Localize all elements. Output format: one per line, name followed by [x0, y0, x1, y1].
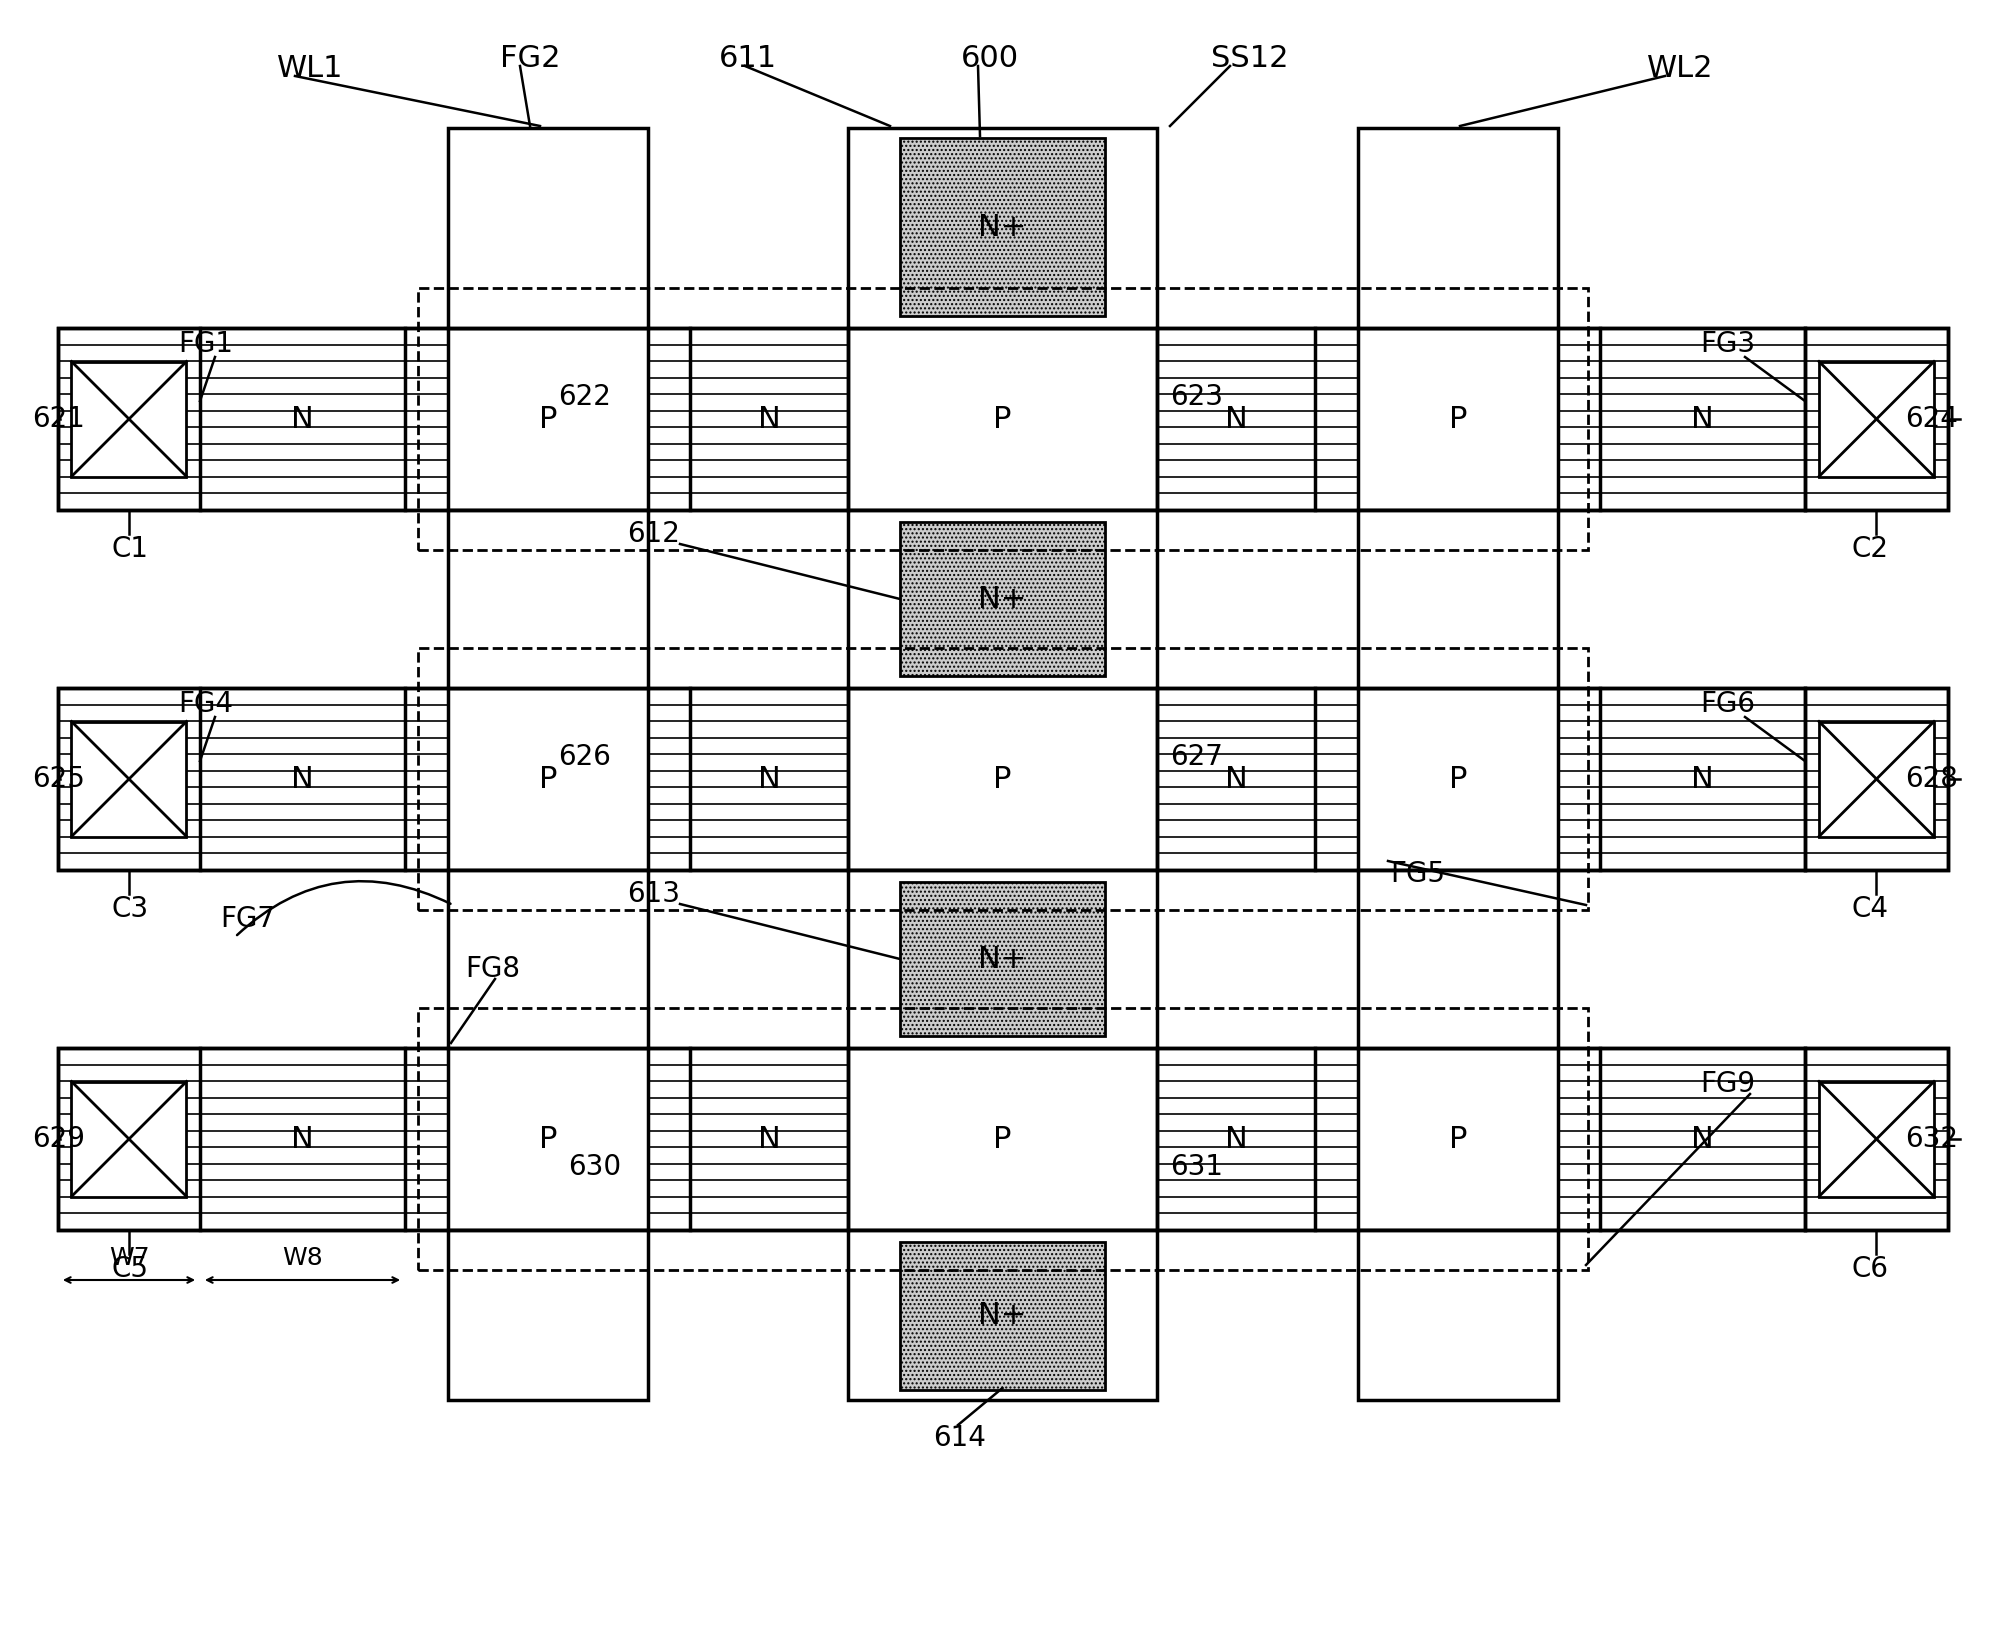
- Text: N+: N+: [978, 944, 1026, 974]
- Bar: [900, 522, 1104, 676]
- Text: W8: W8: [283, 1246, 323, 1271]
- Bar: [72, 361, 186, 476]
- Bar: [58, 328, 1948, 509]
- Text: N: N: [1691, 765, 1713, 793]
- Text: 629: 629: [32, 1126, 84, 1154]
- Bar: [419, 288, 1587, 550]
- Text: 622: 622: [557, 382, 611, 410]
- Bar: [449, 870, 647, 1048]
- Text: C1: C1: [112, 536, 148, 564]
- Text: N: N: [291, 1124, 315, 1154]
- Text: WL1: WL1: [277, 53, 343, 82]
- Text: 628: 628: [1906, 765, 1958, 793]
- Bar: [419, 1009, 1587, 1271]
- Bar: [58, 687, 1948, 870]
- Text: N: N: [291, 404, 315, 433]
- Bar: [1359, 509, 1557, 687]
- Text: FG3: FG3: [1699, 330, 1756, 358]
- Bar: [848, 129, 1156, 328]
- Bar: [1820, 1081, 1934, 1196]
- Text: 630: 630: [567, 1154, 621, 1182]
- Bar: [58, 328, 1948, 509]
- Text: FG9: FG9: [1699, 1070, 1756, 1098]
- Text: 632: 632: [1906, 1126, 1958, 1154]
- Bar: [848, 509, 1156, 687]
- Text: N+: N+: [978, 213, 1026, 242]
- Text: P: P: [1449, 765, 1467, 793]
- Bar: [449, 509, 647, 687]
- Text: P: P: [994, 404, 1012, 433]
- Text: FG5: FG5: [1391, 860, 1445, 888]
- Bar: [449, 1229, 647, 1401]
- Bar: [72, 1081, 186, 1196]
- Text: C3: C3: [112, 895, 148, 923]
- Bar: [449, 129, 647, 328]
- Bar: [900, 1243, 1104, 1389]
- Text: P: P: [1449, 404, 1467, 433]
- Text: N: N: [1224, 765, 1246, 793]
- Text: SS12: SS12: [1210, 43, 1289, 73]
- Text: N: N: [758, 404, 780, 433]
- Bar: [72, 722, 186, 837]
- Bar: [848, 1229, 1156, 1401]
- Text: 621: 621: [32, 405, 84, 433]
- Text: N: N: [758, 1124, 780, 1154]
- Text: P: P: [994, 1124, 1012, 1154]
- Text: C5: C5: [112, 1256, 148, 1284]
- Text: N: N: [1691, 1124, 1713, 1154]
- Text: FG1: FG1: [178, 330, 232, 358]
- Text: N: N: [1224, 404, 1246, 433]
- Text: C2: C2: [1852, 536, 1888, 564]
- Text: W7: W7: [108, 1246, 150, 1271]
- Text: 631: 631: [1170, 1154, 1222, 1182]
- Text: 625: 625: [32, 765, 84, 793]
- Bar: [848, 870, 1156, 1048]
- Text: N: N: [1691, 404, 1713, 433]
- Text: C4: C4: [1852, 895, 1888, 923]
- Text: 600: 600: [962, 43, 1020, 73]
- Text: FG4: FG4: [178, 691, 232, 719]
- Text: 614: 614: [934, 1424, 986, 1452]
- Text: N+: N+: [978, 1302, 1026, 1330]
- Bar: [1359, 870, 1557, 1048]
- Text: 624: 624: [1906, 405, 1958, 433]
- Bar: [900, 138, 1104, 316]
- Text: WL2: WL2: [1647, 53, 1713, 82]
- Text: N: N: [1224, 1124, 1246, 1154]
- Text: P: P: [994, 765, 1012, 793]
- Text: FG2: FG2: [499, 43, 561, 73]
- Text: 627: 627: [1170, 743, 1222, 771]
- Text: 626: 626: [557, 743, 611, 771]
- Bar: [1820, 361, 1934, 476]
- Text: 612: 612: [627, 521, 679, 549]
- Bar: [58, 1048, 1948, 1229]
- Text: P: P: [539, 404, 557, 433]
- Text: FG7: FG7: [220, 905, 275, 933]
- Text: 611: 611: [719, 43, 778, 73]
- Bar: [1359, 1229, 1557, 1401]
- Text: 613: 613: [627, 880, 679, 908]
- Text: N: N: [758, 765, 780, 793]
- Text: C6: C6: [1852, 1256, 1888, 1284]
- Bar: [419, 648, 1587, 910]
- Text: 623: 623: [1170, 382, 1222, 410]
- Text: P: P: [1449, 1124, 1467, 1154]
- Text: N: N: [291, 765, 315, 793]
- Bar: [1820, 722, 1934, 837]
- Text: P: P: [539, 765, 557, 793]
- Text: FG8: FG8: [465, 954, 519, 982]
- Bar: [1359, 129, 1557, 328]
- Bar: [58, 687, 1948, 870]
- Bar: [58, 1048, 1948, 1229]
- Text: FG6: FG6: [1699, 691, 1756, 719]
- Bar: [900, 882, 1104, 1037]
- Text: P: P: [539, 1124, 557, 1154]
- Text: N+: N+: [978, 585, 1026, 613]
